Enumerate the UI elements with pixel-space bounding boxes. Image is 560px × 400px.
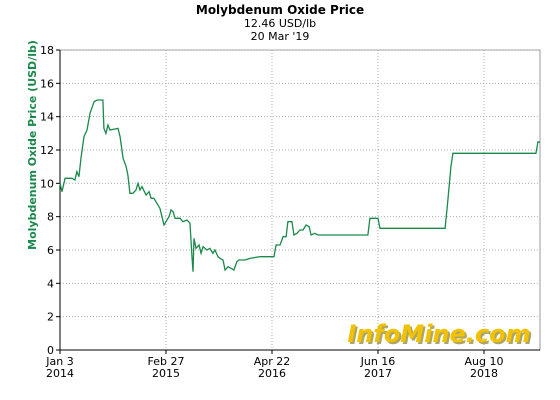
y-tick-label: 18 (40, 44, 54, 57)
y-tick-label: 0 (47, 344, 54, 357)
y-tick-label: 6 (47, 244, 54, 257)
y-tick-label: 8 (47, 211, 54, 224)
y-tick-label: 2 (47, 311, 54, 324)
y-tick-label: 16 (40, 77, 54, 90)
watermark: InfoMine.com (347, 320, 530, 348)
y-tick-label: 12 (40, 144, 54, 157)
plot-frame (59, 49, 541, 351)
chart-subtitle: 12.46 USD/lb (244, 17, 316, 30)
y-tick-label: 10 (40, 177, 54, 190)
y-tick-label: 4 (47, 277, 54, 290)
chart-date: 20 Mar '19 (251, 30, 310, 43)
y-axis-label: Molybdenum Oxide Price (USD/lb) (26, 40, 39, 250)
watermark-shadow: InfoMine.com (349, 322, 532, 350)
price-line (59, 99, 541, 272)
y-tick-label: 14 (40, 111, 54, 124)
chart-title: Molybdenum Oxide Price (196, 3, 364, 17)
x-tick-label: Jun 16 2017 (360, 355, 396, 380)
x-tick-label: Aug 10 2018 (464, 355, 503, 380)
x-tick-label: Feb 27 2015 (148, 355, 185, 380)
x-tick-label: Apr 22 2016 (254, 355, 291, 380)
x-tick-label: Jan 3 2014 (45, 355, 74, 380)
